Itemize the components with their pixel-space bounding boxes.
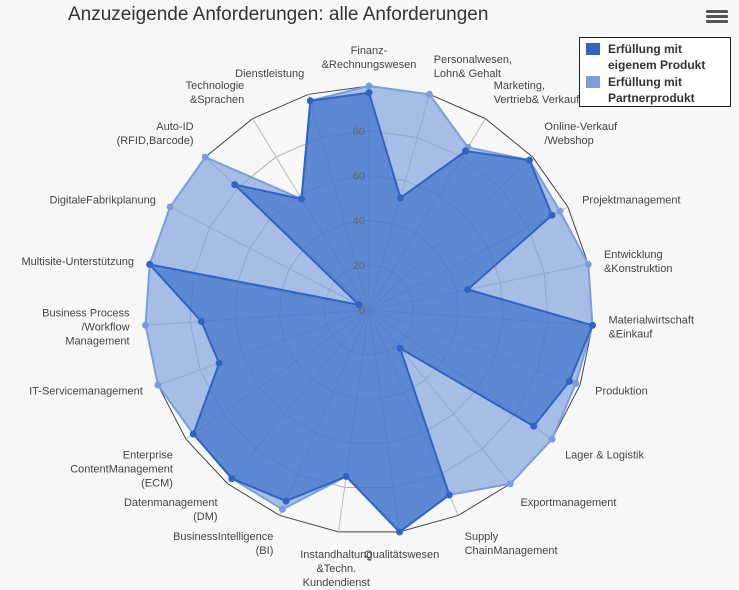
category-label-9: Exportmanagement [520, 497, 616, 509]
data-point-s0-6 [588, 321, 596, 329]
legend-label-partnerprodukt: Erfüllung mit Partnerprodukt [608, 75, 695, 105]
tick-label-20: 20 [353, 260, 365, 272]
category-label-4: Projektmanagement [582, 195, 680, 207]
hamburger-menu-icon[interactable] [706, 8, 728, 28]
data-point-s1-9 [506, 480, 514, 488]
data-point-s0-4 [548, 211, 556, 219]
category-label-7: Produktion [595, 385, 648, 397]
data-point-s1-17 [142, 321, 150, 329]
data-point-s0-13 [282, 497, 290, 505]
category-label-14: Datenmanagement (DM) [124, 497, 218, 523]
category-label-12: Instandhaltung &Techn. Kundendienst [300, 549, 372, 589]
tick-label-40: 40 [353, 215, 365, 227]
legend-item-eigenes-produkt[interactable]: Erfüllung mit eigenem Produkt [586, 41, 726, 73]
data-point-s0-11 [396, 528, 404, 536]
category-label-16: IT-Servicemanagement [29, 385, 143, 397]
data-point-s1-1 [425, 90, 433, 98]
data-point-s1-16 [154, 381, 162, 389]
category-label-5: Entwicklung &Konstruktion [604, 249, 672, 275]
data-point-s0-0 [365, 89, 373, 97]
data-point-s0-1 [396, 194, 404, 202]
tick-label-80: 80 [353, 126, 365, 138]
data-point-s0-2 [462, 147, 470, 155]
data-point-s1-13 [278, 505, 286, 513]
data-point-s0-3 [525, 156, 533, 164]
data-point-s1-7 [572, 380, 580, 388]
data-point-s0-17 [197, 317, 205, 325]
legend-swatch-eigenes-produkt [586, 43, 600, 55]
data-point-s0-9 [396, 344, 404, 352]
tick-label-0: 0 [359, 305, 365, 317]
category-label-8: Lager & Logistik [565, 449, 644, 461]
data-point-s0-7 [566, 377, 574, 385]
legend: Erfüllung mit eigenem Produkt Erfüllung … [579, 37, 731, 107]
category-label-3: Online-Verkauf/Webshop [544, 121, 618, 147]
category-label-22: Dienstleistung [235, 68, 304, 80]
data-point-s0-15 [189, 430, 197, 438]
data-point-s0-18 [146, 260, 154, 268]
category-label-6: Materialwirtschaft &Einkauf [608, 314, 694, 340]
category-label-10: Supply ChainManagement [465, 531, 558, 557]
category-label-1: Personalwesen, Lohn& Gehalt [434, 54, 512, 80]
tick-label-60: 60 [353, 171, 365, 183]
data-point-s0-16 [215, 359, 223, 367]
data-point-s1-8 [548, 435, 556, 443]
data-point-s0-8 [530, 422, 538, 430]
data-point-s0-22 [306, 97, 314, 105]
category-label-11: Qualitätswesen [364, 549, 439, 561]
chart-title: Anzuzeigende Anforderungen: alle Anforde… [68, 4, 489, 25]
data-point-s0-14 [228, 475, 236, 483]
data-point-s0-12 [342, 472, 350, 480]
data-point-s0-5 [464, 285, 472, 293]
category-label-15: Enterprise ContentManagement (ECM) [70, 449, 173, 489]
series-area-0 [148, 91, 594, 533]
data-point-s0-19 [355, 301, 363, 309]
legend-item-partnerprodukt[interactable]: Erfüllung mit Partnerprodukt [586, 74, 726, 106]
data-point-s1-5 [584, 260, 592, 268]
data-point-s1-4 [556, 207, 564, 215]
category-label-21: Technologie &Sprachen [186, 80, 245, 106]
category-label-19: DigitaleFabrikplanung [50, 195, 156, 207]
category-label-13: BusinessIntelligence (BI) [173, 531, 273, 557]
data-point-s1-0 [365, 82, 373, 90]
category-label-0: Finanz-&Rechnungswesen [322, 45, 417, 71]
data-point-s0-10 [445, 491, 453, 499]
data-point-s0-20 [231, 181, 239, 189]
legend-label-eigenes-produkt: Erfüllung mit eigenem Produkt [608, 42, 706, 72]
category-label-2: Marketing, Vertrieb& Verkauf [494, 80, 581, 106]
legend-swatch-partnerprodukt [586, 76, 600, 88]
category-label-18: Multisite-Unterstützung [22, 256, 135, 268]
category-label-20: Auto-ID (RFID,Barcode) [117, 121, 194, 147]
data-point-s1-20 [201, 153, 209, 161]
data-point-s0-21 [297, 195, 305, 203]
data-point-s1-19 [166, 203, 174, 211]
category-label-17: Business Process/Workflow Management [42, 307, 130, 347]
